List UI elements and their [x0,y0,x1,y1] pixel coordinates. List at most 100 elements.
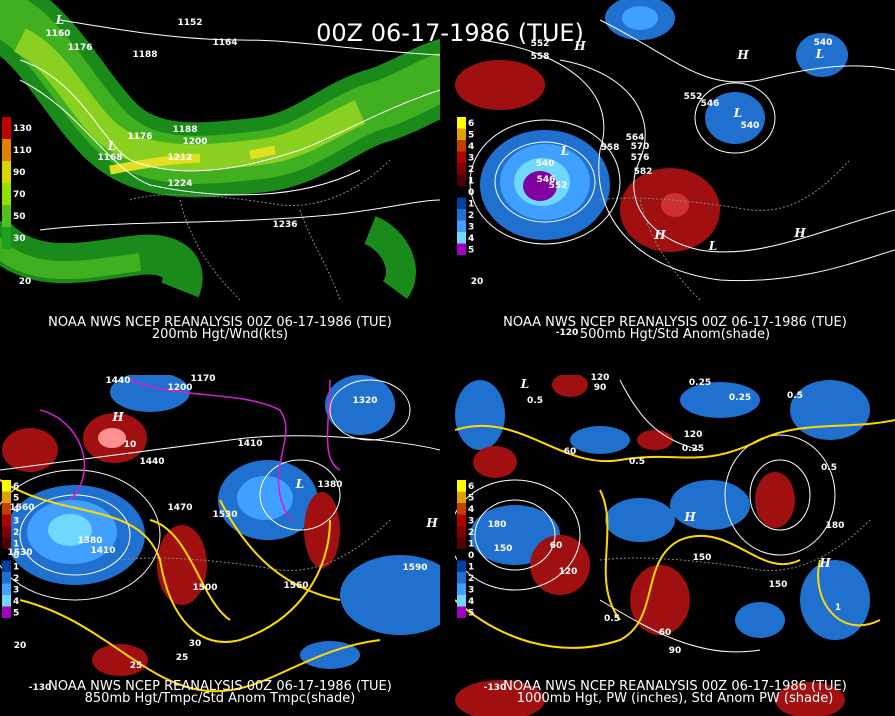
legend-swatch [457,220,466,232]
contour-label: 1168 [97,153,122,163]
legend-label: 1 [468,562,474,572]
contour-label: 552 [531,39,550,49]
legend-swatch [457,572,466,584]
legend-label: 4 [13,597,19,607]
contour-label: 1410 [90,546,115,556]
contour-label: 1152 [177,18,202,28]
contour-label: 1 [835,603,841,613]
legend-label: 3 [468,516,474,526]
contour-label: 60 [564,447,577,457]
legend-swatch [457,197,466,209]
legend-label: 5 [468,130,474,140]
legend-swatch [2,161,11,183]
contour-label: 25 [176,653,189,663]
pressure-center: H [111,410,124,424]
legend-swatch [457,503,466,515]
contour-label: 1560 [283,581,308,591]
contour-label: 0.5 [787,391,803,401]
legend-swatch [457,209,466,221]
legend-label: 0 [468,188,474,198]
contour-label: 1212 [167,153,192,163]
legend-label: 6 [468,119,474,129]
legend-label: 5 [468,608,474,618]
legend-label: 1 [13,562,19,572]
legend-swatch [457,526,466,538]
panel-caption: 200mb Hgt/Wnd(kts) [152,327,288,342]
pressure-center: L [708,239,717,253]
legend-swatch [457,537,466,549]
pressure-center: H [653,228,666,242]
contour-label: 1320 [352,396,377,406]
contour-label: 0.25 [689,378,711,388]
contour-label: 1176 [127,132,152,142]
contour-label: 546 [701,99,720,109]
legend-label: 4 [468,142,474,152]
pressure-center: L [560,144,569,158]
legend-label: 0 [13,551,19,561]
contour-label: 0.5 [629,457,645,467]
contour-label: 1530 [212,510,237,520]
pressure-center: H [683,510,696,524]
legend-swatch [2,537,11,549]
legend-swatch [457,514,466,526]
contour-label: 20 [471,277,484,287]
contour-label: 120 [684,430,703,440]
legend-swatch [457,117,466,129]
legend-label: 5 [468,245,474,255]
contour-label: 150 [769,580,788,590]
contour-label: 552 [549,181,568,191]
panel-caption: 1000mb Hgt, PW (inches), Std Anom PW (sh… [517,691,834,706]
legend-label: 2 [13,574,19,584]
legend-swatch [457,549,466,561]
contour-label: 540 [741,121,760,131]
legend-swatch [457,174,466,186]
legend-swatch [457,186,466,198]
contour-label: 1160 [45,29,70,39]
legend-label: 3 [468,585,474,595]
contour-label: 1440 [105,376,130,386]
legend-swatch [2,491,11,503]
contour-label: 540 [536,159,555,169]
pressure-center: L [107,139,116,153]
legend-swatch [2,526,11,538]
contour-label: 1590 [402,563,427,573]
contour-label: 1188 [132,50,157,60]
contour-label: 10 [124,440,137,450]
panel-source: NOAA NWS NCEP REANALYSIS 00Z 06-17-1986 … [503,315,847,330]
pressure-center: H [818,556,831,570]
legend-label: 0 [468,551,474,561]
legend-label: 3 [468,222,474,232]
legend-swatch [457,232,466,244]
contour-label: 1530 [7,548,32,558]
panel-source: NOAA NWS NCEP REANALYSIS 00Z 06-17-1986 … [503,679,847,694]
legend-swatch [457,595,466,607]
contour-label: 546 [537,175,556,185]
contour-label: 1470 [167,503,192,513]
legend-label: 4 [468,234,474,244]
pressure-center: L [815,47,824,61]
legend-swatch [2,117,11,139]
panel-caption: 500mb Hgt/Std Anom(shade) [580,327,770,342]
contour-label: 20 [14,641,27,651]
legend-label: 4 [468,597,474,607]
legend-swatch [457,140,466,152]
legend-swatch [457,128,466,140]
legend-label: 2 [13,528,19,538]
contour-label: 120 [591,373,610,383]
contour-label: 30 [189,639,202,649]
legend-swatch [2,606,11,618]
contour-label: 1236 [272,220,297,230]
contour-label: 0.25 [729,393,751,403]
legend-swatch [457,606,466,618]
panel-850mb [0,375,440,693]
legend-label: 3 [468,153,474,163]
contour-label: 1200 [182,137,207,147]
contour-label: 180 [488,520,507,530]
legend-label: 2 [468,165,474,175]
legend-label: 5 [468,493,474,503]
contour-label: -130 [29,683,52,693]
panel-500mb [455,0,895,301]
legend-swatch [457,560,466,572]
legend-label: 2 [468,528,474,538]
legend-swatch [2,139,11,161]
